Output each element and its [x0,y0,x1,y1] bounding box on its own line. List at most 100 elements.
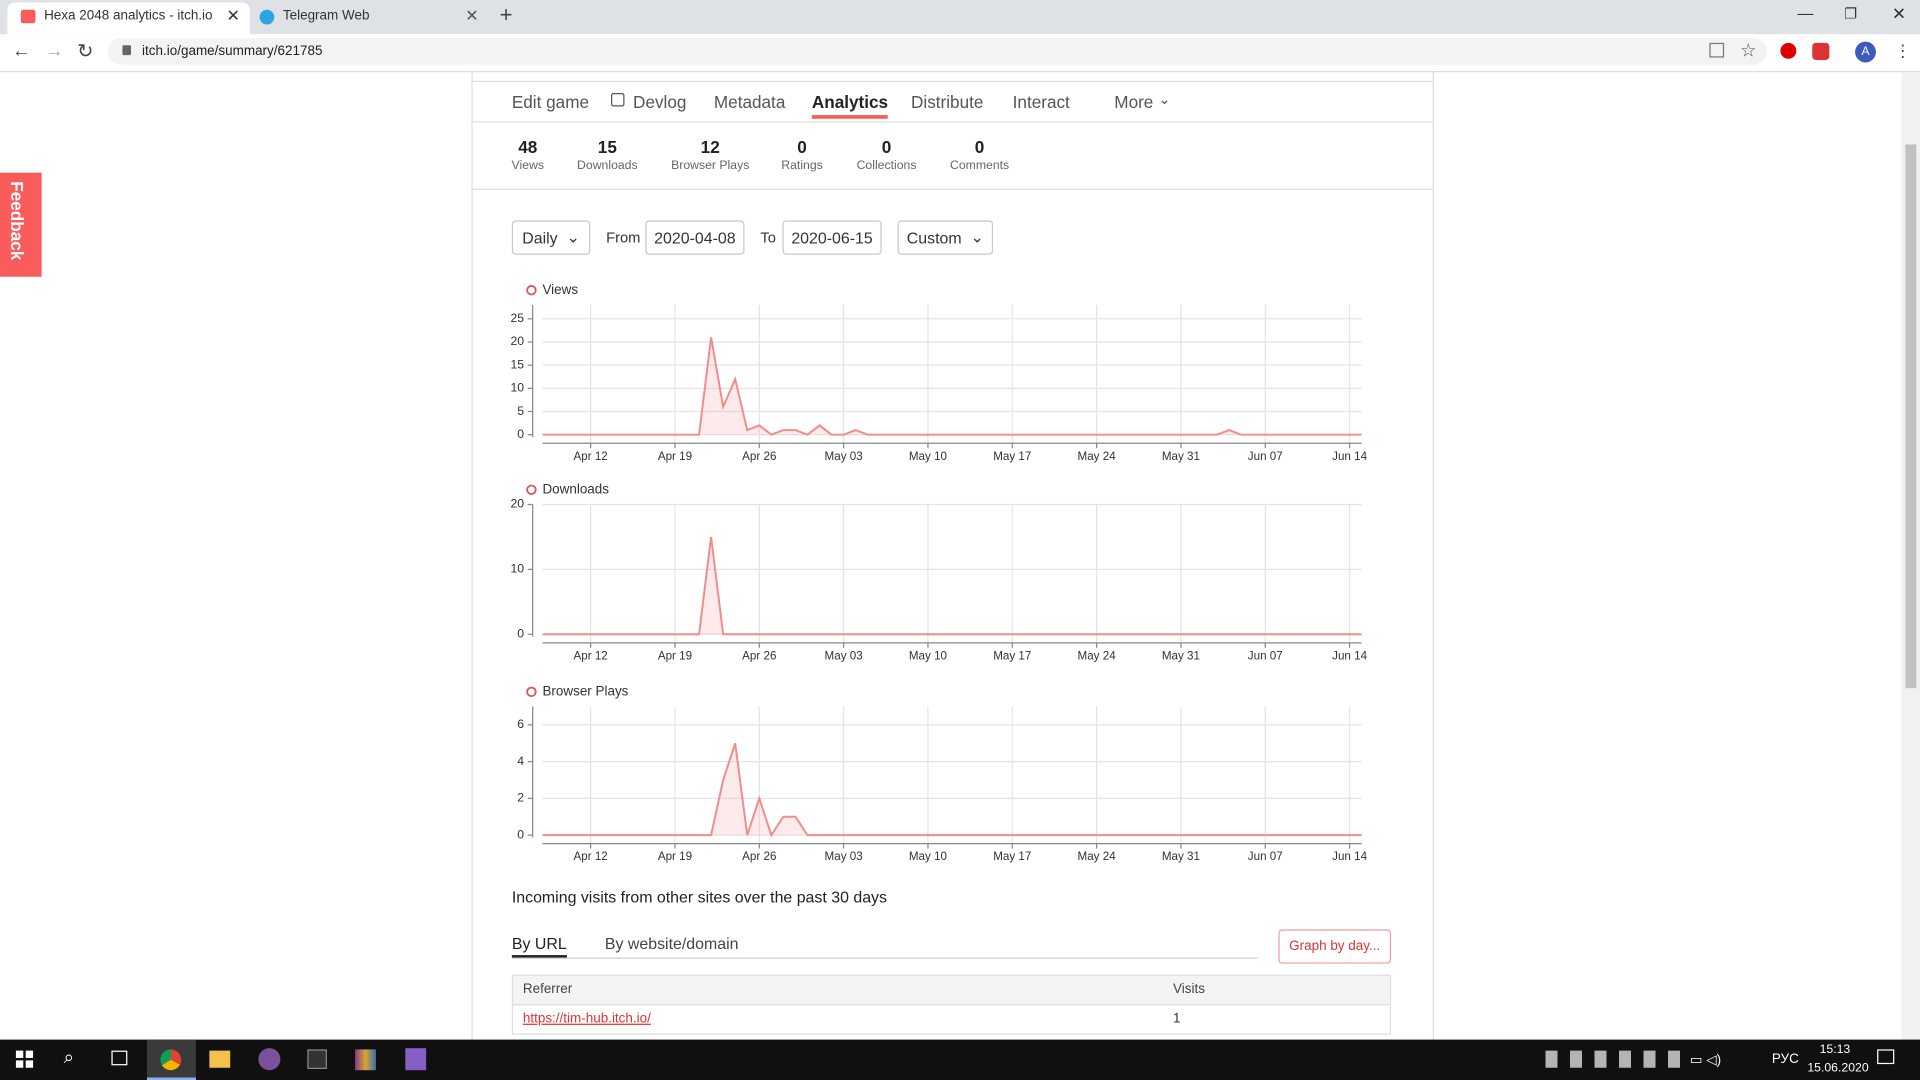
tab-title[interactable]: Telegram Web [282,8,370,24]
vs-icon[interactable] [405,1048,427,1071]
tab-active[interactable]: By URL [511,934,567,958]
active-tab[interactable] [7,2,250,35]
table [511,974,1392,1035]
from-input[interactable]: 2020-04-08 [645,220,745,255]
line [542,742,1362,838]
referrers-heading: Incoming visits from other sites over th… [511,887,887,907]
y-tick-label: 0 [517,427,524,441]
translate-icon[interactable] [1709,42,1725,58]
x-tick-label: May 03 [825,850,863,863]
tabs-line [511,957,1258,959]
profile[interactable]: A [1855,41,1876,63]
x-tick-label: Jun 07 [1248,850,1283,863]
x-tick-label: Jun 14 [1332,850,1367,863]
y-tick-label: 6 [517,717,524,731]
interval-select[interactable]: Daily ⌄ [511,220,591,255]
y-tick-label: 10 [510,562,524,576]
nav-link[interactable]: Edit game [511,91,590,112]
nav-link[interactable]: Metadata [713,91,786,112]
omnibox[interactable] [107,37,1767,65]
maximize[interactable]: ❐ [1844,4,1858,23]
y-tick-label: 10 [510,381,524,395]
adblock-icon[interactable] [1812,42,1830,60]
graph-button-label[interactable]: Graph by day... [1289,939,1381,954]
referrer-link[interactable]: https://tim-hub.itch.io/ [522,1011,651,1027]
tray-icons[interactable] [1545,1050,1680,1068]
x-tick-label: Apr 19 [658,850,692,863]
stat-label: Browser Plays [671,159,750,173]
y-tick-label: 2 [517,791,524,805]
unity-icon[interactable] [307,1049,327,1069]
search-button[interactable]: ⌕ [63,1046,74,1068]
url[interactable]: itch.io/game/summary/621785 [142,44,323,59]
opera-icon[interactable] [1780,42,1797,59]
notifications[interactable] [1877,1049,1895,1065]
area [542,337,1362,435]
x-tick-label: May 10 [909,850,948,863]
viber-icon[interactable] [258,1048,281,1071]
to-label: To [760,228,776,247]
y-tick-label: 0 [517,627,524,641]
x-tick-label: May 24 [1078,450,1117,463]
x-tick-label: Jun 14 [1332,450,1367,463]
minimize[interactable]: — [1797,3,1814,23]
winrar-icon[interactable] [355,1049,376,1071]
feedback-label[interactable]: Feedback [7,181,27,261]
devlog-icon [611,93,625,107]
reload[interactable]: ↻ [77,41,94,63]
area [542,743,1362,836]
x-tick-label: May 31 [1162,850,1200,863]
nav-link[interactable]: Interact [1012,91,1070,112]
tab[interactable]: By website/domain [604,934,739,953]
content-card [471,71,1434,1040]
x-tick-label: May 31 [1162,649,1200,662]
scroll-thumb[interactable] [1905,144,1917,689]
tab-icon [259,9,275,25]
tab-close[interactable]: ✕ [465,6,479,25]
line [542,337,1362,436]
range: Custom [906,228,962,247]
tray-icons[interactable]: ▭ ◁) [1689,1053,1722,1068]
explorer-icon[interactable] [209,1050,231,1068]
stat-label: Collections [856,159,917,173]
menu[interactable]: ⋮ [1894,40,1912,60]
lock-icon [122,45,132,56]
x-tick-label: Apr 19 [658,450,692,463]
x-tick-label: May 03 [825,649,863,662]
bookmark[interactable]: ☆ [1740,40,1757,62]
tab-close[interactable]: ✕ [226,6,240,25]
y-tick-label: 5 [517,404,524,418]
x-tick-label: May 03 [825,450,863,463]
close-window[interactable]: ✕ [1891,3,1907,24]
nav-link[interactable]: More [1114,91,1154,112]
x-tick-label: May 17 [993,450,1031,463]
tab-bar [0,0,1920,35]
x-tick-label: Apr 12 [574,850,608,863]
x-tick-label: Jun 14 [1332,649,1367,662]
new-tab[interactable]: + [499,2,513,27]
back[interactable]: ← [12,40,31,62]
language[interactable]: РУС [1771,1051,1799,1067]
table-header [513,975,1390,1006]
legend-marker [526,484,537,496]
nav-link[interactable]: Distribute [911,91,984,112]
range-select[interactable]: Custom ⌄ [897,220,994,255]
stat-value: 12 [700,137,720,157]
y-tick-label: 0 [517,827,524,841]
task-view[interactable] [111,1050,128,1066]
graph-button[interactable]: Graph by day... [1278,929,1392,964]
nav-link[interactable]: Devlog [633,91,687,112]
to-input[interactable]: 2020-06-15 [782,220,882,255]
tab-title[interactable]: Hexa 2048 analytics - itch.io [44,8,213,24]
clock-date[interactable]: 15.06.2020 [1807,1061,1869,1076]
clock-time[interactable]: 15:13 [1819,1043,1851,1057]
stat-label: Views [511,159,544,173]
legend-label: Views [542,282,578,297]
feedback-tab[interactable] [0,172,42,277]
start-button[interactable] [15,1050,34,1068]
divider [471,80,1433,83]
forward[interactable]: → [45,40,64,62]
nav-link-active[interactable]: Analytics [811,92,889,119]
